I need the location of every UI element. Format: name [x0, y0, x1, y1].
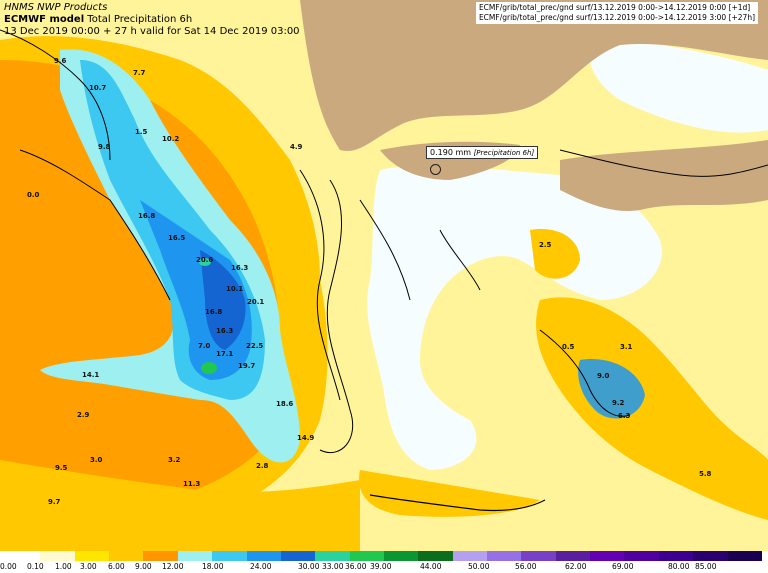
precip-value-label: 7.0 — [198, 342, 211, 350]
precip-value-label: 0.5 — [562, 343, 575, 351]
precip-value-label: 2.9 — [77, 411, 90, 419]
precip-value-label: 10.1 — [226, 285, 244, 293]
source-line: ECMF/grib/total_prec/gnd surf/13.12.2019… — [478, 13, 755, 22]
colorbar-swatch — [6, 551, 41, 561]
colorbar-swatch — [74, 551, 110, 561]
tooltip-value: 0.190 mm — [430, 148, 472, 157]
colorbar-tick: 62.00 — [565, 562, 587, 571]
colorbar-tick: 1.00 — [55, 562, 72, 571]
colorbar-swatch — [624, 551, 659, 561]
colorbar-tick: 6.00 — [108, 562, 125, 571]
colorbar-tick: 85.00 — [695, 562, 717, 571]
valid-time: 13 Dec 2019 00:00 + 27 h valid for Sat 1… — [4, 26, 300, 37]
value-tooltip: 0.190 mm [Precipitation 6h] — [426, 146, 539, 159]
colorbar-tick: 80.00 — [668, 562, 690, 571]
precip-value-label: 3.2 — [168, 456, 181, 464]
precip-value-label: 3.0 — [90, 456, 103, 464]
colorbar-tick: 9.00 — [135, 562, 152, 571]
precip-value-label: 16.5 — [168, 234, 186, 242]
colorbar-swatch — [383, 551, 419, 561]
colorbar-swatch — [590, 551, 625, 561]
precip-value-label: 9.7 — [48, 498, 61, 506]
precip-value-label: 4.9 — [290, 143, 303, 151]
colorbar-tick: 3.00 — [80, 562, 97, 571]
colorbar-tick: 33.00 — [322, 562, 344, 571]
colorbar-swatch — [349, 551, 384, 561]
color-legend: 0.00 0.10 1.00 3.00 6.00 9.00 12.00 18.00 24.00 3… — [0, 551, 768, 573]
precip-value-label: 14.9 — [297, 434, 315, 442]
precip-value-label: 10.2 — [162, 135, 180, 143]
colorbar-ticks: 0.00 0.10 1.00 3.00 6.00 9.00 12.00 18.00 24.00 3… — [0, 562, 768, 572]
colorbar-tick: 50.00 — [468, 562, 490, 571]
colorbar-swatch — [452, 551, 488, 561]
precip-value-label: 14.1 — [82, 371, 100, 379]
precip-value-label: 9.6 — [54, 57, 67, 65]
precip-value-label: 16.8 — [138, 212, 156, 220]
colorbar-swatch — [315, 551, 350, 561]
colorbar-swatch — [143, 551, 178, 561]
colorbar-tick: 18.00 — [202, 562, 224, 571]
precip-value-label: 16.3 — [216, 327, 234, 335]
colorbar-tick: 12.00 — [162, 562, 184, 571]
colorbar-swatch — [521, 551, 556, 561]
precip-value-label: 0.0 — [27, 191, 40, 199]
colorbar-swatch — [487, 551, 522, 561]
precip-value-label: 6.3 — [618, 412, 631, 420]
precip-value-label: 10.7 — [89, 84, 107, 92]
source-info: ECMF/grib/total_prec/gnd surf/13.12.2019… — [475, 2, 758, 24]
precip-value-label: 9.8 — [98, 143, 111, 151]
precip-value-label: 11.3 — [183, 480, 201, 488]
colorbar-tick: 44.00 — [420, 562, 442, 571]
colorbar-swatch — [658, 551, 694, 561]
probe-marker[interactable] — [430, 164, 441, 175]
precip-value-label: 2.8 — [256, 462, 269, 470]
colorbar-swatch — [109, 551, 144, 561]
precip-value-label: 7.7 — [133, 69, 146, 77]
source-line: ECMF/grib/total_prec/gnd surf/13.12.2019… — [478, 3, 751, 12]
colorbar-tick: 0.10 — [27, 562, 44, 571]
colorbar-swatch — [727, 551, 762, 561]
precip-value-label: 22.5 — [246, 342, 264, 350]
precip-value-label: 1.5 — [135, 128, 148, 136]
precip-value-label: 20.6 — [196, 256, 214, 264]
precip-value-label: 2.5 — [539, 241, 552, 249]
precip-value-label: 16.3 — [231, 264, 249, 272]
colorbar-swatch — [555, 551, 591, 561]
precip-value-label: 9.2 — [612, 399, 625, 407]
colorbar-swatch — [693, 551, 728, 561]
precip-value-label: 5.8 — [699, 470, 712, 478]
colorbar-swatch — [212, 551, 247, 561]
map-header: HNMS NWP Products ECMWF model Total Prec… — [4, 2, 300, 38]
colorbar-tick: 69.00 — [612, 562, 634, 571]
colorbar-tick: 56.00 — [515, 562, 537, 571]
colorbar-swatch — [177, 551, 213, 561]
precip-value-label: 3.1 — [620, 343, 633, 351]
precip-value-label: 19.7 — [238, 362, 256, 370]
colorbar-tick: 36.00 — [345, 562, 367, 571]
precip-value-label: 9.0 — [597, 372, 610, 380]
precip-value-label: 17.1 — [216, 350, 234, 358]
colorbar-swatch — [418, 551, 453, 561]
colorbar — [6, 551, 762, 561]
model-title: ECMWF model Total Precipitation 6h — [4, 14, 193, 25]
colorbar-tick: 24.00 — [250, 562, 272, 571]
precip-value-label: 20.1 — [247, 298, 265, 306]
precip-value-label: 9.5 — [55, 464, 68, 472]
colorbar-swatch — [280, 551, 316, 561]
precip-value-label: 16.8 — [205, 308, 223, 316]
colorbar-tick: 39.00 — [370, 562, 392, 571]
colorbar-swatch — [246, 551, 281, 561]
colorbar-tick: 0.00 — [0, 562, 17, 571]
product-title: HNMS NWP Products — [4, 2, 108, 13]
tooltip-param: [Precipitation 6h] — [473, 149, 535, 157]
colorbar-tick: 30.00 — [298, 562, 320, 571]
colorbar-swatch — [40, 551, 75, 561]
precip-value-label: 18.6 — [276, 400, 294, 408]
